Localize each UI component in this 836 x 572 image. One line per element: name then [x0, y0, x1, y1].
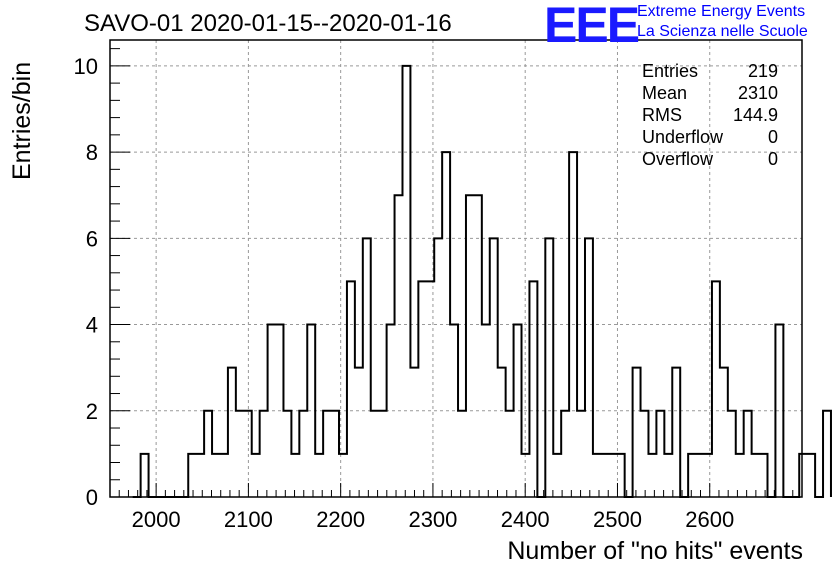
x-axis-label: Number of "no hits" events — [507, 537, 803, 565]
y-tick-label: 0 — [86, 485, 98, 510]
histogram-bar — [331, 411, 339, 497]
histogram-bar — [641, 411, 649, 497]
histogram-bar — [458, 411, 466, 497]
y-tick-label: 4 — [86, 313, 98, 338]
histogram-bar — [228, 368, 236, 497]
histogram-bar — [402, 66, 410, 497]
histogram-bar — [252, 454, 260, 497]
histogram-bar — [498, 368, 506, 497]
eee-logo: EEE — [544, 0, 640, 53]
histogram-bar — [466, 195, 474, 497]
histogram-bar — [648, 454, 656, 497]
histogram-bar — [474, 195, 482, 497]
histogram-bar — [188, 454, 196, 497]
logo-line-2: La Scienza nelle Scuole — [637, 23, 808, 40]
histogram-bar — [529, 281, 537, 497]
histogram-bar — [506, 411, 514, 497]
histogram-bar — [490, 238, 498, 497]
histogram-bar — [593, 454, 601, 497]
histogram-bar — [363, 238, 371, 497]
y-axis: 0 2 4 6 8 10 — [74, 48, 130, 510]
stat-label: Underflow — [642, 127, 724, 147]
stat-value: 219 — [747, 61, 778, 81]
chart-title: SAVO-01 2020-01-15--2020-01-16 — [84, 10, 452, 37]
histogram-bar — [553, 454, 561, 497]
stats-box: Entries 219 Mean 2310 RMS 144.9 Underflow 0 … — [642, 60, 778, 170]
stat-mean: Mean 2310 — [642, 82, 778, 104]
histogram-bar — [196, 454, 204, 497]
histogram-bar — [291, 454, 299, 497]
histogram-bar — [212, 454, 220, 497]
histogram-bar — [807, 454, 815, 497]
x-tick-label: 2600 — [685, 507, 734, 532]
y-tick-label: 2 — [86, 399, 98, 424]
stat-value: 144.9 — [732, 105, 778, 125]
plot-frame — [109, 39, 803, 498]
x-tick-label: 2200 — [316, 507, 365, 532]
histogram-bar — [672, 368, 680, 497]
histogram-bar — [410, 368, 418, 497]
histogram-bar — [204, 411, 212, 497]
histogram-bar — [609, 454, 617, 497]
histogram-bar — [601, 454, 609, 497]
stat-label: RMS — [642, 105, 682, 125]
histogram-bar — [236, 411, 244, 497]
histogram-bar — [418, 281, 426, 497]
x-tick-label: 2400 — [501, 507, 550, 532]
histogram-bar — [728, 411, 736, 497]
histogram-bar — [688, 454, 696, 497]
stat-label: Mean — [642, 83, 688, 103]
stat-entries: Entries 219 — [642, 60, 778, 82]
histogram-bar — [545, 238, 553, 497]
eee-logo-text: Extreme Energy Events La Scienza nelle S… — [637, 2, 808, 42]
x-tick-label: 2300 — [408, 507, 457, 532]
histogram-bar — [633, 368, 641, 497]
histogram-bar — [323, 411, 331, 497]
histogram-bar — [760, 454, 768, 497]
stat-value: 0 — [767, 127, 778, 147]
stat-label: Entries — [642, 61, 699, 81]
histogram-bar — [434, 238, 442, 497]
histogram-bar — [355, 368, 363, 497]
histogram-bar — [371, 411, 379, 497]
y-tick-label: 8 — [86, 140, 98, 165]
histogram-bar — [347, 281, 355, 497]
histogram-bar — [704, 454, 712, 497]
histogram-bar — [744, 411, 752, 497]
stat-rms: RMS 144.9 — [642, 104, 778, 126]
histogram-bar — [299, 411, 307, 497]
grid-lines — [110, 40, 802, 497]
logo-line-1: Extreme Energy Events — [637, 3, 806, 20]
histogram-bar — [712, 281, 720, 497]
histogram-bar — [656, 411, 664, 497]
histogram-bar — [283, 411, 291, 497]
histogram-bars — [132, 64, 832, 498]
x-tick-label: 2000 — [132, 507, 181, 532]
histogram-bar — [379, 411, 387, 497]
stat-label: Overflow — [642, 149, 714, 169]
x-tick-label: 2500 — [593, 507, 642, 532]
histogram-bar — [395, 195, 403, 497]
x-tick-label: 2100 — [224, 507, 273, 532]
x-axis: 2000 2100 2200 2300 2400 2500 2600 — [109, 483, 803, 532]
histogram-bar — [823, 411, 831, 497]
histogram-bar — [664, 454, 672, 497]
histogram-outline — [132, 64, 832, 498]
stat-overflow: Overflow 0 — [642, 148, 778, 170]
y-tick-label: 6 — [86, 226, 98, 251]
histogram-bar — [799, 454, 807, 497]
histogram-bar — [561, 411, 569, 497]
histogram-bar — [720, 368, 728, 497]
histogram-bar — [577, 411, 585, 497]
stat-value: 2310 — [737, 83, 778, 103]
histogram-bar — [244, 411, 252, 497]
y-axis-label: Entries/bin — [8, 61, 36, 180]
histogram-bar — [260, 411, 268, 497]
stat-underflow: Underflow 0 — [642, 126, 778, 148]
stat-value: 0 — [767, 149, 778, 169]
histogram-bar — [585, 238, 593, 497]
y-tick-label: 10 — [74, 54, 98, 79]
